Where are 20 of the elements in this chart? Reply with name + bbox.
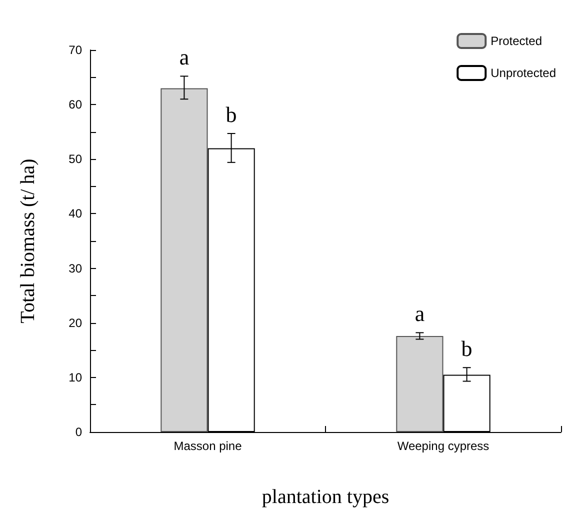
y-tick-label: 70 [68, 43, 82, 57]
y-axis-title: Total biomass (t/ ha) [17, 158, 39, 324]
annotation: a [179, 44, 190, 70]
x-tick-label: Masson pine [174, 439, 242, 453]
y-tick-label: 50 [68, 152, 82, 166]
y-tick-label: 40 [68, 206, 82, 221]
x-axis-title: plantation types [262, 486, 390, 508]
y-tick-label: 10 [68, 370, 82, 384]
legend-label: Unprotected [490, 66, 556, 80]
y-tick-label: 0 [75, 425, 82, 439]
bar [396, 336, 444, 432]
y-tick-label: 30 [68, 261, 82, 276]
y-tick-label: 20 [68, 316, 82, 330]
annotation: b [226, 102, 237, 127]
y-tick-label: 60 [68, 98, 82, 112]
x-tick-label: Weeping cypress [397, 439, 490, 453]
annotation: b [461, 336, 472, 362]
legend-label: Protected [490, 34, 542, 48]
bar [160, 88, 208, 432]
annotation: a [414, 301, 425, 326]
